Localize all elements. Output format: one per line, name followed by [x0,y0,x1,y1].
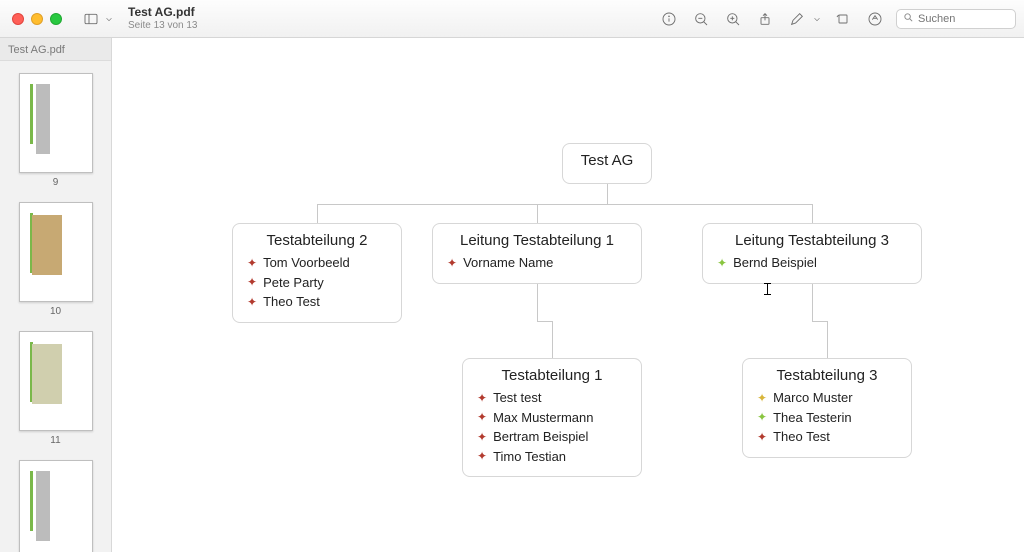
org-member: ✦ Theo Test [247,292,387,312]
org-member: ✦ Test test [477,388,627,408]
zoom-in-button[interactable] [722,8,744,30]
org-node-title: Leitung Testabteilung 1 [447,232,627,249]
member-name: Tom Voorbeeld [263,253,350,273]
thumbnail-12[interactable]: 12 [0,460,111,552]
member-bullet-icon: ✦ [247,276,257,288]
org-connector [827,321,828,358]
sidebar-tab-label[interactable]: Test AG.pdf [0,38,111,61]
org-member-list: ✦ Test test ✦ Max Mustermann ✦ Bertram Beispi… [477,388,627,466]
member-bullet-icon: ✦ [757,392,767,404]
org-node-title: Leitung Testabteilung 3 [717,232,907,249]
member-bullet-icon: ✦ [717,257,727,269]
org-node-lead3: Leitung Testabteilung 3 ✦ Bernd Beispiel [702,223,922,284]
highlight-button[interactable] [864,8,886,30]
org-connector [552,321,553,358]
org-connector [812,321,827,322]
org-member: ✦ Theo Test [757,427,897,447]
sidebar-toggle-button[interactable] [80,8,102,30]
org-member: ✦ Bertram Beispiel [477,427,627,447]
org-node-title: Testabteilung 1 [477,367,627,384]
search-input[interactable] [918,13,1008,25]
org-member: ✦ Timo Testian [477,447,627,467]
window-controls [12,13,62,25]
org-member-list: ✦ Vorname Name [447,253,627,273]
org-connector [812,204,813,224]
thumbnail-10[interactable]: 10 [0,202,111,317]
org-connector [317,204,318,224]
org-node-dept3: Testabteilung 3 ✦ Marco Muster ✦ Thea Tester… [742,358,912,458]
member-bullet-icon: ✦ [477,411,487,423]
member-bullet-icon: ✦ [477,431,487,443]
org-node-dept2: Testabteilung 2 ✦ Tom Voorbeeld ✦ Pete Party… [232,223,402,323]
minimize-window-button[interactable] [31,13,43,25]
org-node-title: Test AG [577,152,637,169]
org-connector [537,284,538,321]
rotate-button[interactable] [832,8,854,30]
org-connector [317,204,812,205]
fullscreen-window-button[interactable] [50,13,62,25]
member-name: Vorname Name [463,253,553,273]
org-member: ✦ Thea Testerin [757,408,897,428]
member-name: Bernd Beispiel [733,253,817,273]
member-name: Max Mustermann [493,408,593,428]
chevron-down-icon[interactable] [812,8,822,30]
org-node-title: Testabteilung 2 [247,232,387,249]
document-title: Test AG.pdf [128,6,198,19]
org-node-dept1: Testabteilung 1 ✦ Test test ✦ Max Mustermann… [462,358,642,477]
member-bullet-icon: ✦ [757,411,767,423]
org-connector [812,284,813,321]
member-name: Test test [493,388,541,408]
info-button[interactable] [658,8,680,30]
org-member: ✦ Max Mustermann [477,408,627,428]
document-title-block: Test AG.pdf Seite 13 von 13 [128,6,198,30]
search-box[interactable] [896,9,1016,29]
member-name: Pete Party [263,273,324,293]
page-indicator: Seite 13 von 13 [128,20,198,31]
org-member-list: ✦ Marco Muster ✦ Thea Testerin ✦ Theo Test [757,388,897,447]
member-name: Timo Testian [493,447,566,467]
titlebar: Test AG.pdf Seite 13 von 13 [0,0,1024,38]
org-member-list: ✦ Bernd Beispiel [717,253,907,273]
orgchart-canvas: Test AG Testabteilung 2 ✦ Tom Voorbeeld ✦ Pet… [112,38,1024,552]
org-connector [537,204,538,224]
document-viewport[interactable]: Test AG Testabteilung 2 ✦ Tom Voorbeeld ✦ Pet… [112,38,1024,552]
member-bullet-icon: ✦ [247,257,257,269]
search-icon [903,12,914,26]
org-member-list: ✦ Tom Voorbeeld ✦ Pete Party ✦ Theo Test [247,253,387,312]
org-node-title: Testabteilung 3 [757,367,897,384]
org-node-root: Test AG [562,143,652,184]
thumbnail-sidebar: Test AG.pdf 9 10 11 12 [0,38,112,552]
member-bullet-icon: ✦ [477,392,487,404]
text-cursor-icon [764,283,771,295]
org-connector [607,184,608,204]
member-name: Theo Test [263,292,320,312]
member-name: Theo Test [773,427,830,447]
member-bullet-icon: ✦ [757,431,767,443]
share-button[interactable] [754,8,776,30]
org-member: ✦ Pete Party [247,273,387,293]
org-member: ✦ Vorname Name [447,253,627,273]
org-member: ✦ Tom Voorbeeld [247,253,387,273]
member-name: Thea Testerin [773,408,852,428]
org-member: ✦ Marco Muster [757,388,897,408]
member-name: Bertram Beispiel [493,427,588,447]
org-member: ✦ Bernd Beispiel [717,253,907,273]
org-connector [537,321,552,322]
close-window-button[interactable] [12,13,24,25]
zoom-out-button[interactable] [690,8,712,30]
chevron-down-icon[interactable] [104,8,114,30]
thumbnail-list: 9 10 11 12 [0,61,111,552]
thumbnail-11[interactable]: 11 [0,331,111,446]
member-bullet-icon: ✦ [447,257,457,269]
member-bullet-icon: ✦ [477,450,487,462]
member-bullet-icon: ✦ [247,296,257,308]
markup-button[interactable] [786,8,808,30]
member-name: Marco Muster [773,388,852,408]
org-node-lead1: Leitung Testabteilung 1 ✦ Vorname Name [432,223,642,284]
thumbnail-9[interactable]: 9 [0,73,111,188]
